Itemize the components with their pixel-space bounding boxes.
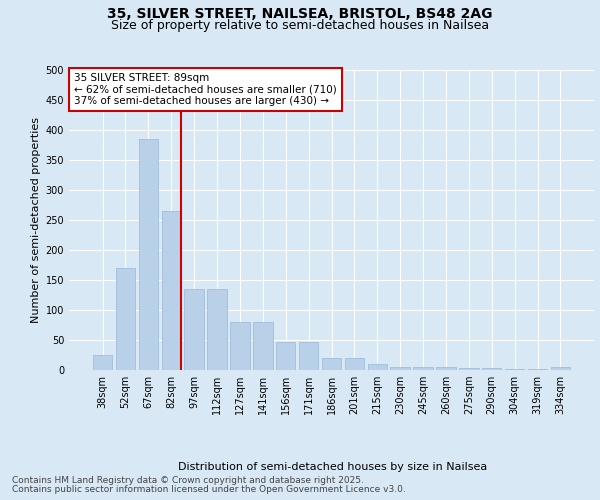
Y-axis label: Number of semi-detached properties: Number of semi-detached properties bbox=[31, 117, 41, 323]
Text: Distribution of semi-detached houses by size in Nailsea: Distribution of semi-detached houses by … bbox=[178, 462, 488, 472]
Bar bbox=[368, 364, 387, 370]
Bar bbox=[299, 342, 319, 370]
Bar bbox=[413, 367, 433, 370]
Bar bbox=[139, 139, 158, 370]
Bar bbox=[184, 289, 204, 370]
Bar bbox=[436, 367, 455, 370]
Bar bbox=[505, 369, 524, 370]
Bar bbox=[276, 342, 295, 370]
Bar bbox=[208, 289, 227, 370]
Text: Contains HM Land Registry data © Crown copyright and database right 2025.: Contains HM Land Registry data © Crown c… bbox=[12, 476, 364, 485]
Bar bbox=[161, 211, 181, 370]
Bar bbox=[551, 367, 570, 370]
Text: Size of property relative to semi-detached houses in Nailsea: Size of property relative to semi-detach… bbox=[111, 19, 489, 32]
Text: 35, SILVER STREET, NAILSEA, BRISTOL, BS48 2AG: 35, SILVER STREET, NAILSEA, BRISTOL, BS4… bbox=[107, 8, 493, 22]
Bar bbox=[391, 367, 410, 370]
Bar bbox=[93, 355, 112, 370]
Bar bbox=[344, 358, 364, 370]
Bar bbox=[230, 322, 250, 370]
Bar bbox=[322, 358, 341, 370]
Bar bbox=[482, 368, 502, 370]
Text: Contains public sector information licensed under the Open Government Licence v3: Contains public sector information licen… bbox=[12, 485, 406, 494]
Bar bbox=[459, 368, 479, 370]
Bar bbox=[528, 369, 547, 370]
Bar bbox=[253, 322, 272, 370]
Bar bbox=[116, 268, 135, 370]
Text: 35 SILVER STREET: 89sqm
← 62% of semi-detached houses are smaller (710)
37% of s: 35 SILVER STREET: 89sqm ← 62% of semi-de… bbox=[74, 73, 337, 106]
